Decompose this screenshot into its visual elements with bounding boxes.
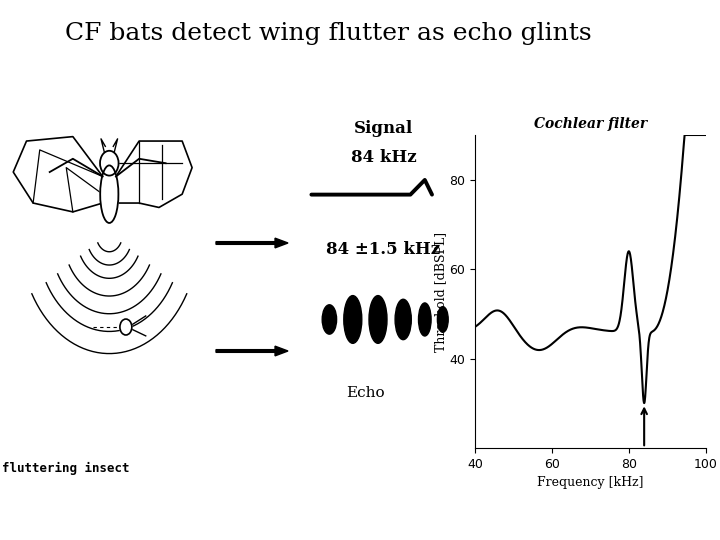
Text: 84 ±1.5 kHz: 84 ±1.5 kHz	[326, 241, 441, 258]
X-axis label: Frequency [kHz]: Frequency [kHz]	[537, 476, 644, 489]
Text: 84 kHz: 84 kHz	[351, 150, 416, 166]
Text: fluttering insect: fluttering insect	[2, 462, 130, 475]
Ellipse shape	[100, 165, 118, 223]
Title: Cochlear filter: Cochlear filter	[534, 117, 647, 131]
Ellipse shape	[395, 299, 411, 340]
Text: Echo: Echo	[346, 386, 384, 400]
Ellipse shape	[369, 295, 387, 343]
Circle shape	[100, 151, 119, 176]
Polygon shape	[116, 141, 192, 207]
Ellipse shape	[323, 305, 336, 334]
Ellipse shape	[418, 303, 431, 336]
Polygon shape	[13, 137, 103, 212]
Ellipse shape	[438, 307, 448, 332]
Text: CF bats detect wing flutter as echo glints: CF bats detect wing flutter as echo glin…	[65, 22, 591, 45]
Ellipse shape	[344, 295, 361, 343]
Y-axis label: Threshold [dBSPL]: Threshold [dBSPL]	[433, 232, 446, 352]
Circle shape	[120, 319, 132, 335]
Text: Signal: Signal	[354, 120, 413, 137]
